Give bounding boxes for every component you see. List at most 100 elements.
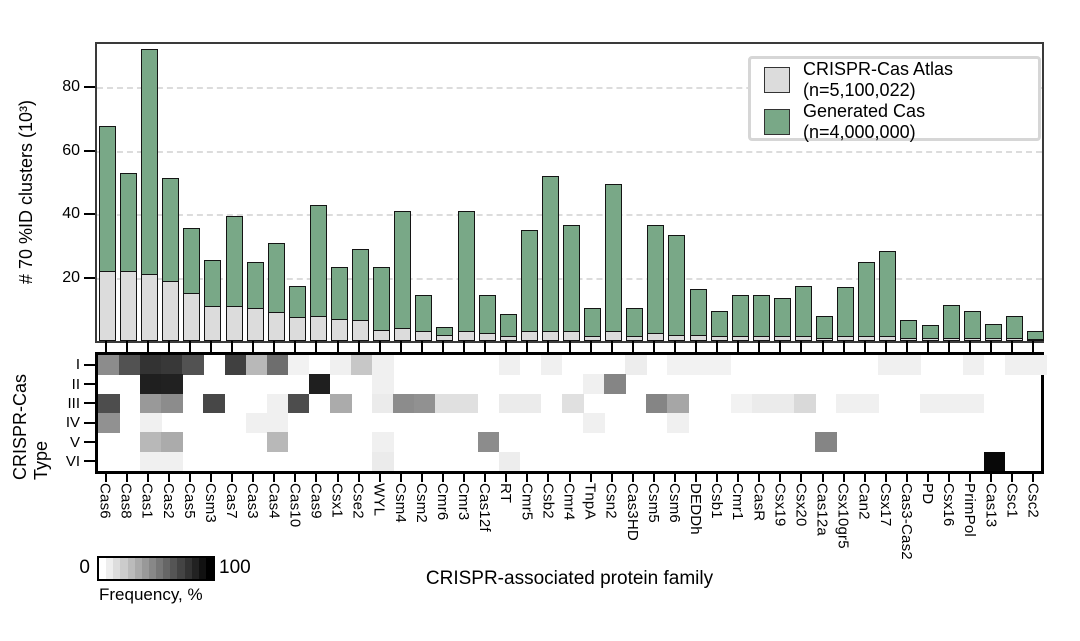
bar-DEDDh-atlas [689, 335, 707, 341]
x-label-Csx20: Csx20 [792, 483, 810, 527]
hm-tick-Csb1 [716, 473, 719, 482]
hm-tick-Cas9 [315, 473, 318, 482]
bar-Csm5-generated [647, 225, 665, 341]
x-label-Csb1: Csb1 [708, 483, 726, 519]
row-tick-IV [84, 421, 95, 424]
hm-tick-Csm2 [420, 473, 423, 482]
row-label-VI: VI [65, 452, 80, 470]
x-tick-Cas12a [821, 341, 824, 352]
bar-CasR-generated [752, 295, 770, 341]
bar-Cmr4-generated [563, 225, 580, 341]
bar-Csx16-generated [942, 305, 960, 341]
hm-cell-II-Cas2 [161, 374, 183, 395]
bar-Csx20-atlas [794, 336, 812, 341]
x-label-Cas10: Cas10 [286, 483, 304, 528]
hm-cell-III-Cas10 [287, 393, 310, 414]
bar-Cas12f-atlas [478, 333, 496, 341]
hm-cell-I-Cse2 [351, 355, 373, 375]
hm-tick-Cas1 [146, 473, 149, 482]
bar-y-axis-title: # 70 %ID clusters (10³) [16, 42, 37, 343]
y-tick-20 [84, 276, 95, 279]
bar-Cas10-atlas [288, 317, 306, 341]
hm-cell-III-WYL [372, 393, 394, 414]
bar-Csb2-atlas [541, 331, 559, 341]
row-tick-II [84, 383, 95, 385]
hm-tick-Cas2 [167, 473, 170, 482]
hm-tick-Cas3 [252, 473, 255, 482]
bar-Csc1-atlas [1005, 338, 1023, 341]
x-label-Can2: Can2 [855, 483, 873, 520]
x-label-Cas13: Cas13 [982, 483, 1000, 528]
hm-cell-III-Csm2 [414, 393, 436, 414]
x-tick-TnpA [589, 341, 592, 352]
x-label-Cmr6: Cmr6 [433, 483, 451, 521]
bar-Csm4-generated [394, 211, 412, 341]
bar-WYL-atlas [373, 330, 391, 341]
bar-Cmr3-atlas [457, 331, 475, 341]
hm-tick-Cas3-Cas2 [905, 473, 908, 482]
hm-cell-I-Cas2 [161, 355, 183, 375]
x-tick-Cas7 [231, 341, 234, 352]
colorbar-step-7 [148, 558, 156, 579]
x-label-TnpA: TnpA [581, 483, 599, 520]
bar-Csm6-atlas [668, 335, 686, 341]
hm-tick-Cas5 [188, 473, 191, 482]
x-label-Cmr5: Cmr5 [518, 483, 536, 521]
bar-Csm6-generated [668, 235, 686, 341]
bar-Cmr6-atlas [436, 335, 454, 341]
colorbar-min-label: 0 [79, 557, 90, 578]
x-tick-PrimPol [969, 341, 972, 352]
colorbar-step-8 [156, 558, 164, 579]
x-tick-Csb2 [547, 341, 550, 352]
bar-Csn2-generated [605, 184, 623, 341]
bar-Csx19-generated [773, 298, 791, 341]
bar-PD-atlas [921, 338, 939, 341]
hm-tick-Csm4 [399, 473, 402, 482]
bar-CasR-atlas [752, 336, 770, 341]
hm-cell-I-Cas3HD [625, 355, 647, 375]
hm-cell-III-CasR [751, 393, 774, 414]
hm-tick-Csc2 [1032, 473, 1035, 482]
x-label-Csx19: Csx19 [771, 483, 789, 527]
x-label-Cas2: Cas2 [159, 483, 177, 519]
hm-cell-III-Cas4 [266, 393, 289, 414]
bar-Cas9-atlas [309, 316, 327, 341]
bar-Cas4-atlas [267, 312, 285, 341]
heatmap-y-axis-title-text: CRISPR-Cas Type [10, 373, 51, 480]
y-tick-80 [84, 86, 95, 89]
hm-cell-III-Cmr5 [519, 393, 542, 414]
x-label-Csx1: Csx1 [328, 483, 346, 518]
hm-tick-Cmr6 [441, 473, 444, 482]
x-tick-Cas10 [294, 341, 297, 352]
bar-Csx20-generated [794, 286, 812, 341]
x-tick-Csx16 [948, 341, 951, 352]
colorbar-step-12 [184, 558, 192, 579]
bar-Csx19-atlas [773, 336, 791, 341]
colorbar-step-10 [170, 558, 178, 579]
x-tick-Cas6 [104, 341, 107, 352]
x-tick-Csc2 [1032, 341, 1035, 352]
hm-cell-III-Csx16 [941, 393, 964, 414]
hm-cell-V-Cas12f [477, 432, 500, 453]
bar-Csx10gr5-atlas [837, 336, 855, 341]
bar-Cas1-atlas [141, 274, 159, 341]
x-tick-Csx1 [336, 341, 339, 352]
hm-tick-CasR [758, 473, 761, 482]
x-label-PrimPol: PrimPol [961, 483, 979, 537]
hm-cell-VI-WYL [372, 451, 394, 472]
hm-cell-IV-Cas3 [245, 413, 268, 433]
x-tick-Cas1 [146, 341, 149, 352]
x-tick-Cas3 [252, 341, 255, 352]
bar-Csm3-atlas [204, 306, 222, 341]
gridline-40 [97, 214, 1042, 217]
hm-tick-PD [927, 473, 929, 482]
hm-tick-Csc1 [1011, 473, 1014, 482]
hm-tick-TnpA [589, 473, 592, 482]
x-tick-Cas13 [990, 341, 993, 352]
x-label-Cmr3: Cmr3 [455, 483, 473, 521]
bar-Cas7-atlas [225, 306, 243, 341]
x-label-Cas4: Cas4 [265, 483, 283, 519]
hm-cell-VI-Cas1 [140, 451, 162, 472]
hm-cell-VI-Cas13 [983, 451, 1006, 472]
hm-cell-II-Cas9 [308, 374, 331, 395]
